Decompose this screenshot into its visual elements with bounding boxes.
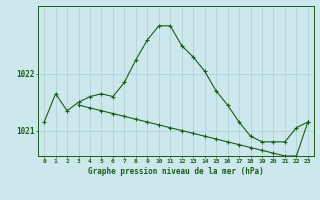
X-axis label: Graphe pression niveau de la mer (hPa): Graphe pression niveau de la mer (hPa) [88,167,264,176]
